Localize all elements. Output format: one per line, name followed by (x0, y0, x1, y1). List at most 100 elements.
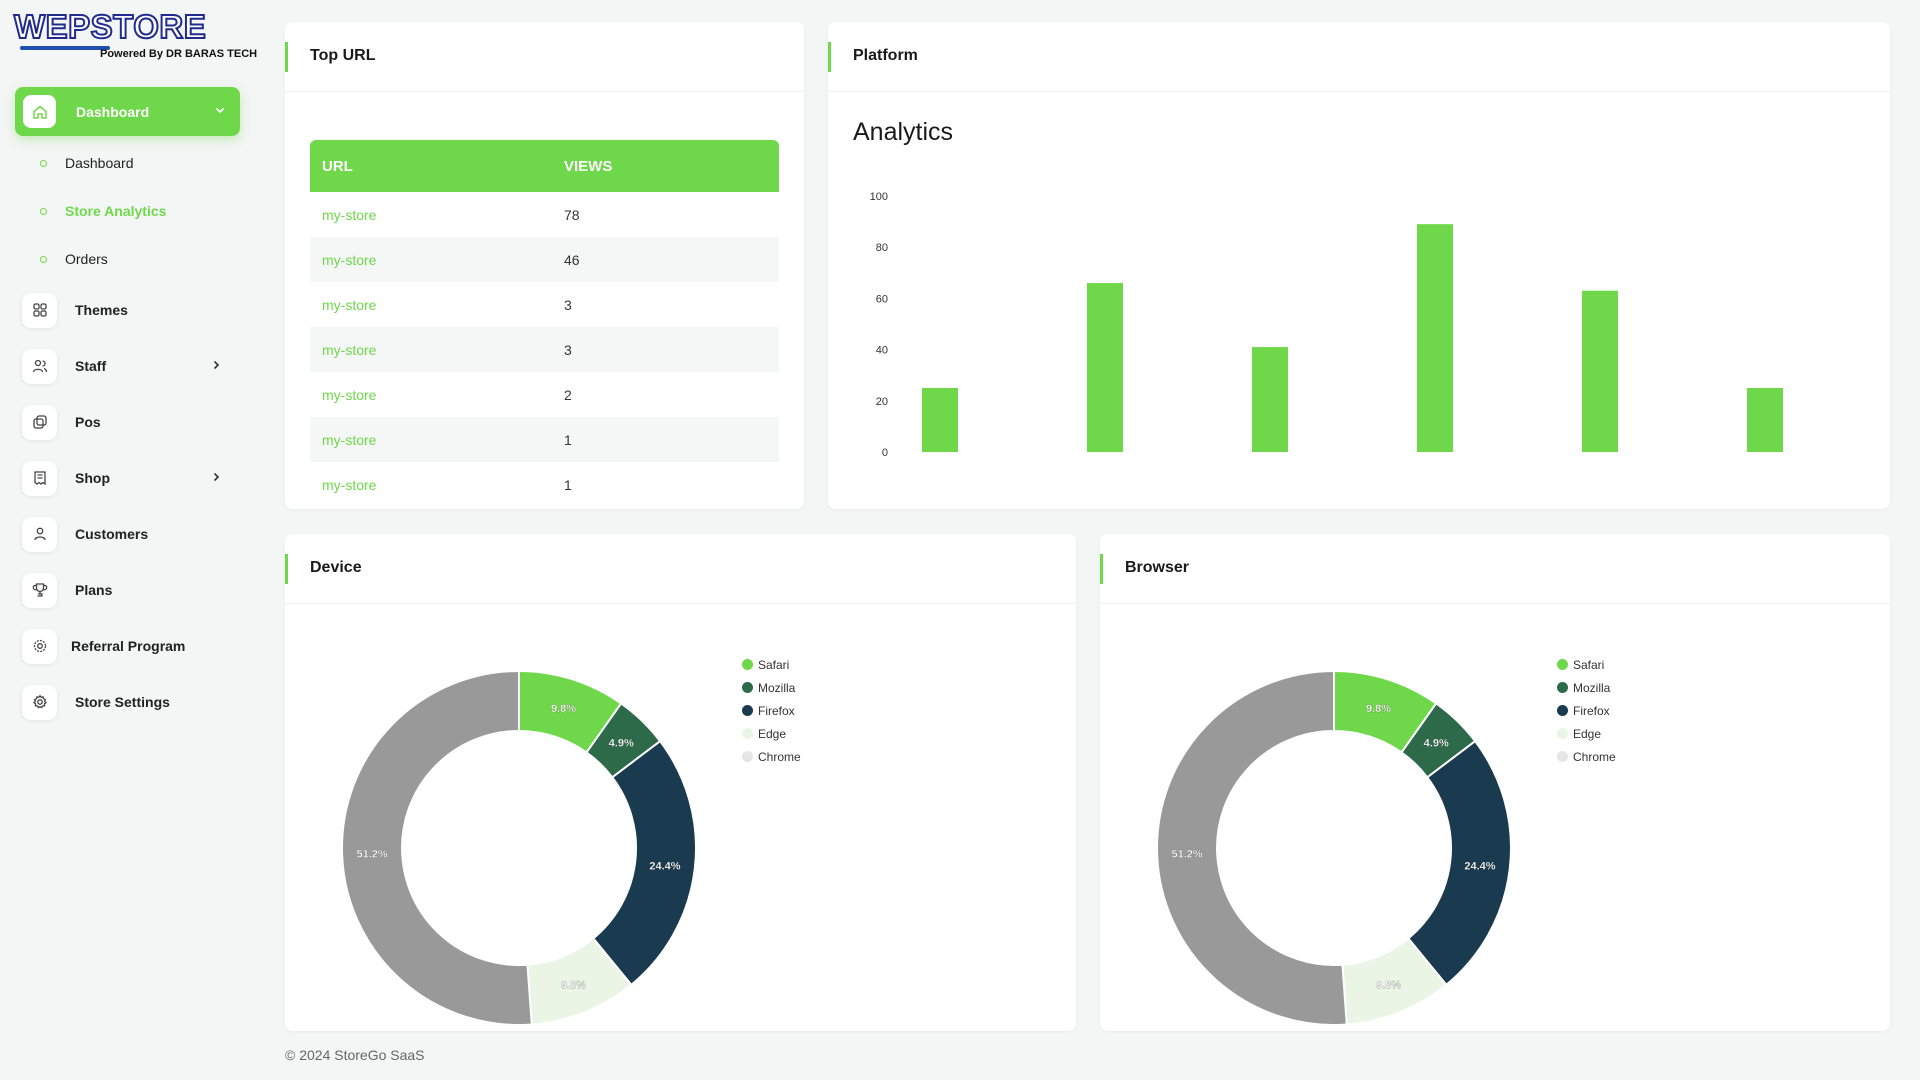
legend-label: Mozilla (758, 680, 796, 695)
url-link[interactable]: my-store (322, 386, 377, 403)
views-value: 1 (564, 431, 572, 448)
legend-item[interactable]: Firefox (1557, 699, 1616, 722)
url-link[interactable]: my-store (322, 476, 377, 493)
sidebar-item-referral-program[interactable]: Referral Program (22, 628, 242, 664)
slice-label: 24.4% (1464, 860, 1495, 872)
sidebar-item-label: Dashboard (76, 103, 150, 120)
views-value: 3 (564, 296, 572, 313)
url-link[interactable]: my-store (322, 341, 377, 358)
card-title: Device (310, 559, 362, 576)
legend-swatch (1557, 728, 1568, 739)
legend-item[interactable]: Edge (1557, 722, 1616, 745)
slice-label: 24.4% (649, 860, 680, 872)
sidebar-item-shop[interactable]: Shop (22, 460, 242, 496)
bar[interactable] (1582, 290, 1618, 452)
views-value: 1 (564, 476, 572, 493)
sidebar-item-label: Staff (75, 358, 107, 374)
legend-label: Edge (758, 726, 787, 741)
card-header: Browser (1100, 534, 1890, 604)
brand-logo[interactable]: WEPSTORE Powered By DR BARAS TECH (13, 8, 264, 61)
top-url-card: Top URL URL VIEWS my-store 78 my-store 4… (285, 22, 804, 509)
card-accent-bar (828, 42, 831, 72)
legend-item[interactable]: Chrome (742, 745, 801, 768)
table-row: my-store 78 (310, 192, 779, 237)
subnav-label: Dashboard (65, 155, 134, 171)
trophy-icon (22, 572, 57, 608)
sidebar-item-customers[interactable]: Customers (22, 516, 242, 552)
table-row: my-store 3 (310, 327, 779, 372)
legend-item[interactable]: Safari (1557, 653, 1616, 676)
table-row: my-store 1 (310, 462, 779, 507)
legend-item[interactable]: Mozilla (742, 676, 801, 699)
url-link[interactable]: my-store (322, 296, 377, 313)
legend-label: Chrome (758, 749, 801, 764)
top-url-table: URL VIEWS my-store 78 my-store 46 my-sto… (310, 140, 779, 507)
column-header-views: VIEWS (564, 157, 613, 175)
donut-slice[interactable] (1406, 739, 1512, 987)
bar[interactable] (1252, 347, 1288, 452)
home-icon (23, 95, 56, 128)
bar[interactable] (1417, 224, 1453, 452)
sidebar-item-label: Plans (75, 582, 113, 598)
url-link[interactable]: my-store (322, 431, 377, 448)
slice-label: 51.2% (1171, 848, 1202, 860)
footer-copyright: © 2024 StoreGo SaaS (285, 1047, 425, 1063)
subnav-dashboard[interactable]: Dashboard (40, 153, 134, 173)
bar[interactable] (922, 388, 958, 452)
subnav-label: Orders (65, 251, 108, 267)
sidebar-item-themes[interactable]: Themes (22, 292, 242, 328)
chevron-right-icon (210, 470, 222, 486)
legend-item[interactable]: Safari (742, 653, 801, 676)
card-header: Top URL (285, 22, 804, 92)
chart-legend: Safari Mozilla Firefox Edge Chrome (742, 653, 801, 768)
views-value: 78 (564, 206, 580, 223)
logo-wordmark: WEPSTORE (13, 8, 207, 45)
slice-label: 4.9% (609, 737, 634, 749)
table-row: my-store 1 (310, 417, 779, 462)
bar[interactable] (1747, 388, 1783, 452)
legend-label: Firefox (1573, 703, 1610, 718)
donut-slice[interactable] (1156, 669, 1348, 1024)
legend-label: Safari (1573, 657, 1605, 672)
donut-slice[interactable] (341, 669, 533, 1024)
subnav-orders[interactable]: Orders (40, 249, 108, 269)
legend-item[interactable]: Mozilla (1557, 676, 1616, 699)
legend-label: Edge (1573, 726, 1602, 741)
legend-swatch (742, 659, 753, 670)
platform-card: Platform Analytics 0 20 40 60 80 100 (828, 22, 1890, 509)
slice-label: 9.8% (551, 703, 576, 715)
sidebar-item-staff[interactable]: Staff (22, 348, 242, 384)
url-link[interactable]: my-store (322, 206, 377, 223)
sidebar-item-label: Pos (75, 414, 101, 430)
legend-item[interactable]: Chrome (1557, 745, 1616, 768)
card-header: Device (285, 534, 1076, 604)
sidebar-item-store-settings[interactable]: Store Settings (22, 684, 242, 720)
legend-item[interactable]: Firefox (742, 699, 801, 722)
url-link[interactable]: my-store (322, 251, 377, 268)
card-title: Top URL (310, 47, 376, 64)
card-header: Platform (828, 22, 1890, 92)
gear-icon (22, 684, 57, 720)
y-tick-label: 40 (876, 345, 888, 357)
donut-slice[interactable] (1341, 937, 1448, 1024)
grid-icon (22, 292, 57, 328)
browser-donut-chart: 9.8% 4.9% 24.4% 9.8% 51.2% (1156, 669, 1512, 1024)
legend-item[interactable]: Edge (742, 722, 801, 745)
bar[interactable] (1087, 283, 1123, 452)
legend-swatch (1557, 682, 1568, 693)
legend-label: Chrome (1573, 749, 1616, 764)
user-icon (22, 516, 57, 552)
donut-slice[interactable] (591, 739, 697, 987)
y-tick-label: 0 (882, 447, 888, 459)
card-accent-bar (285, 554, 288, 584)
legend-label: Mozilla (1573, 680, 1611, 695)
sidebar-item-dashboard[interactable]: Dashboard (15, 87, 240, 136)
card-title: Browser (1125, 559, 1190, 576)
table-header: URL VIEWS (310, 140, 779, 192)
sidebar-item-pos[interactable]: Pos (22, 404, 242, 440)
pos-icon (22, 404, 57, 440)
subnav-store-analytics[interactable]: Store Analytics (40, 201, 166, 221)
sidebar-item-plans[interactable]: Plans (22, 572, 242, 608)
donut-slice[interactable] (526, 937, 633, 1024)
badge-icon (22, 628, 57, 664)
